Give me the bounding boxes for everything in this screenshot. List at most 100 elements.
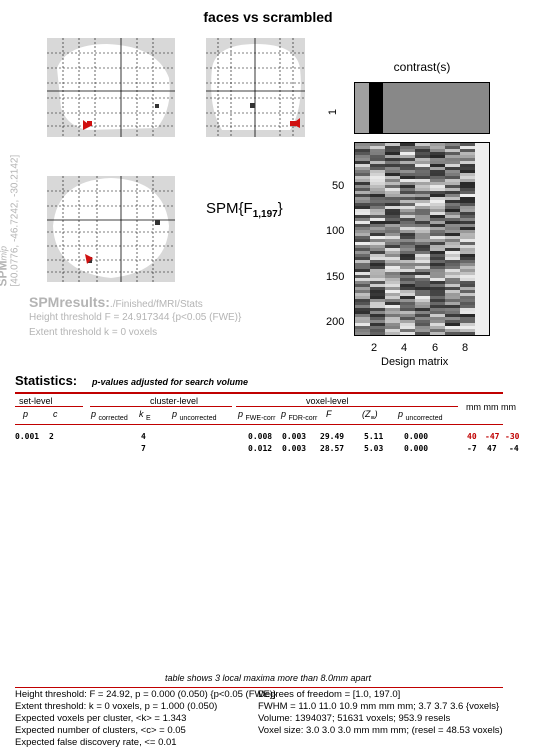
design-matrix-cell: [385, 293, 400, 296]
footer-right-line: FWHM = 11.0 11.0 10.9 mm mm mm; 3.7 3.7 …: [258, 701, 500, 712]
design-matrix-cell: [430, 281, 445, 284]
design-matrix-cell: [445, 299, 460, 302]
design-matrix-cell: [370, 281, 385, 284]
design-matrix-cell: [430, 242, 445, 245]
design-matrix-cell: [355, 203, 370, 206]
design-matrix-cell: [385, 236, 400, 239]
design-matrix-cell: [415, 197, 430, 200]
design-matrix-cell: [430, 284, 445, 287]
design-matrix-cell: [370, 146, 385, 149]
design-matrix-cell: [400, 263, 415, 266]
design-matrix-cell: [430, 149, 445, 152]
design-matrix-cell: [400, 248, 415, 251]
design-matrix-cell: [460, 299, 475, 302]
design-matrix[interactable]: [354, 142, 490, 336]
design-matrix-cell: [385, 257, 400, 260]
mip-axial-view[interactable]: [47, 176, 175, 282]
design-matrix-cell: [385, 203, 400, 206]
design-matrix-cell: [355, 311, 370, 314]
col-cluster-p-uncorrected: p uncorrected: [172, 409, 217, 422]
design-matrix-cell: [445, 263, 460, 266]
mip-coronal-view[interactable]: [206, 38, 305, 137]
design-matrix-cell: [460, 176, 475, 179]
design-matrix-cell: [415, 164, 430, 167]
design-matrix-cell: [385, 284, 400, 287]
design-matrix-cell: [400, 278, 415, 281]
design-matrix-cell: [445, 323, 460, 326]
header-coords: mm mm mm: [466, 402, 516, 412]
design-matrix-cell: [400, 170, 415, 173]
header-cluster-level: cluster-level: [150, 396, 199, 406]
design-matrix-cell: [400, 311, 415, 314]
design-matrix-cell: [430, 293, 445, 296]
design-matrix-cell: [370, 170, 385, 173]
design-matrix-cell: [370, 215, 385, 218]
design-matrix-cell: [445, 290, 460, 293]
statistics-subtitle: p-values adjusted for search volume: [92, 377, 249, 387]
design-matrix-cell: [385, 263, 400, 266]
design-matrix-cell: [370, 164, 385, 167]
design-matrix-cell: [400, 203, 415, 206]
design-matrix-cell: [400, 191, 415, 194]
design-matrix-cell: [400, 143, 415, 146]
design-matrix-cell: [385, 332, 400, 335]
design-matrix-cell: [400, 182, 415, 185]
design-matrix-cell: [400, 206, 415, 209]
cell-coord-x: 40: [467, 432, 477, 441]
design-matrix-cell: [445, 152, 460, 155]
design-matrix-cell: [355, 209, 370, 212]
design-matrix-cell: [415, 155, 430, 158]
design-matrix-cell: [445, 218, 460, 221]
design-matrix-cell: [460, 254, 475, 257]
design-matrix-cell: [415, 209, 430, 212]
design-matrix-cell: [460, 239, 475, 242]
footer-left-line: Expected false discovery rate, <= 0.01: [15, 737, 177, 748]
design-matrix-cell: [355, 302, 370, 305]
cell-cluster-k: 7: [141, 444, 146, 453]
design-matrix-cell: [460, 146, 475, 149]
design-matrix-cell: [370, 200, 385, 203]
contrast-bar[interactable]: [354, 82, 490, 134]
design-matrix-cell: [370, 209, 385, 212]
design-matrix-cell: [400, 173, 415, 176]
design-matrix-xtick: 4: [401, 342, 408, 354]
design-matrix-cell: [430, 212, 445, 215]
divider-set: [15, 406, 83, 407]
design-matrix-cell: [460, 278, 475, 281]
design-matrix-cell: [385, 167, 400, 170]
design-matrix-cell: [355, 254, 370, 257]
design-matrix-cell: [355, 227, 370, 230]
design-matrix-cell: [370, 254, 385, 257]
header-voxel-level: voxel-level: [306, 396, 349, 406]
col-cluster-p-corrected: p corrected: [91, 409, 128, 422]
results-path: ./Finished/fMRI/Stats: [109, 299, 203, 310]
design-matrix-cell: [355, 263, 370, 266]
design-matrix-cell: [415, 272, 430, 275]
design-matrix-cell: [415, 320, 430, 323]
design-matrix-cell: [355, 284, 370, 287]
design-matrix-cell: [400, 239, 415, 242]
design-matrix-cell: [355, 239, 370, 242]
design-matrix-cell: [415, 293, 430, 296]
design-matrix-cell: [415, 176, 430, 179]
design-matrix-cell: [460, 149, 475, 152]
design-matrix-cell: [415, 233, 430, 236]
spm-map-prefix: SPM: [0, 260, 10, 287]
design-matrix-cell: [460, 212, 475, 215]
design-matrix-cell: [430, 323, 445, 326]
design-matrix-cell: [445, 308, 460, 311]
design-matrix-cell: [415, 332, 430, 335]
design-matrix-cell: [370, 317, 385, 320]
design-matrix-cell: [460, 203, 475, 206]
design-matrix-cell: [400, 149, 415, 152]
design-matrix-cell: [445, 269, 460, 272]
design-matrix-cell: [385, 215, 400, 218]
design-matrix-cell: [385, 218, 400, 221]
design-matrix-cell: [355, 149, 370, 152]
mip-sagittal-view[interactable]: [47, 38, 175, 137]
design-matrix-cell: [385, 242, 400, 245]
cell-p-fdr: 0.003: [282, 432, 307, 441]
footer-left-line: Expected number of clusters, <c> = 0.05: [15, 725, 186, 736]
design-matrix-cell: [430, 233, 445, 236]
design-matrix-cell: [355, 176, 370, 179]
